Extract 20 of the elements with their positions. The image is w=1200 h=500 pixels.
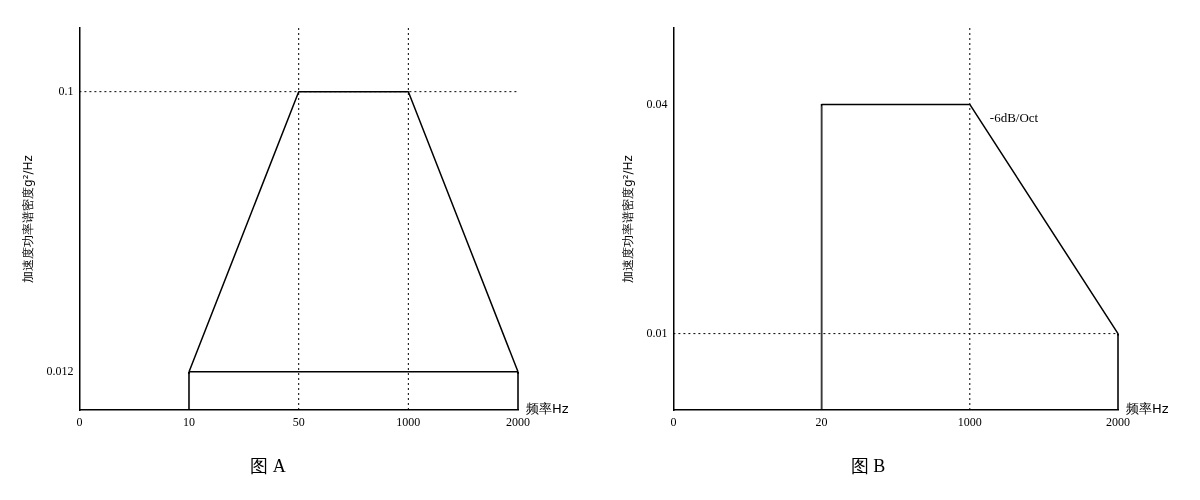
y-tick-label: 0.1: [58, 83, 74, 98]
x-axis-title: 频率Hz: [1126, 401, 1169, 417]
annotation: -6dB/Oct: [989, 110, 1039, 126]
x-axis-title: 频率Hz: [526, 401, 569, 417]
x-tick-label: 1000: [957, 415, 982, 430]
text: 图 B: [850, 455, 886, 476]
x-tick-label: 10: [183, 415, 196, 430]
x-tick-label: 0: [670, 415, 677, 430]
x-tick-label: 20: [815, 415, 828, 430]
y-tick-label: 0.04: [646, 96, 668, 111]
x-tick-label: 2000: [506, 415, 530, 430]
y-axis-title: 加速度功率谱密度g²/Hz: [621, 155, 636, 283]
x-tick-label: 0: [76, 415, 83, 430]
x-tick-label: 1000: [396, 415, 421, 430]
y-tick-label: 0.01: [646, 325, 668, 340]
x-tick-label: 50: [292, 415, 305, 430]
y-tick-label: 0.012: [46, 363, 74, 378]
y-axis-title: 加速度功率谱密度g²/Hz: [21, 155, 36, 283]
text: 图 A: [250, 455, 286, 476]
x-tick-label: 2000: [1106, 415, 1130, 430]
